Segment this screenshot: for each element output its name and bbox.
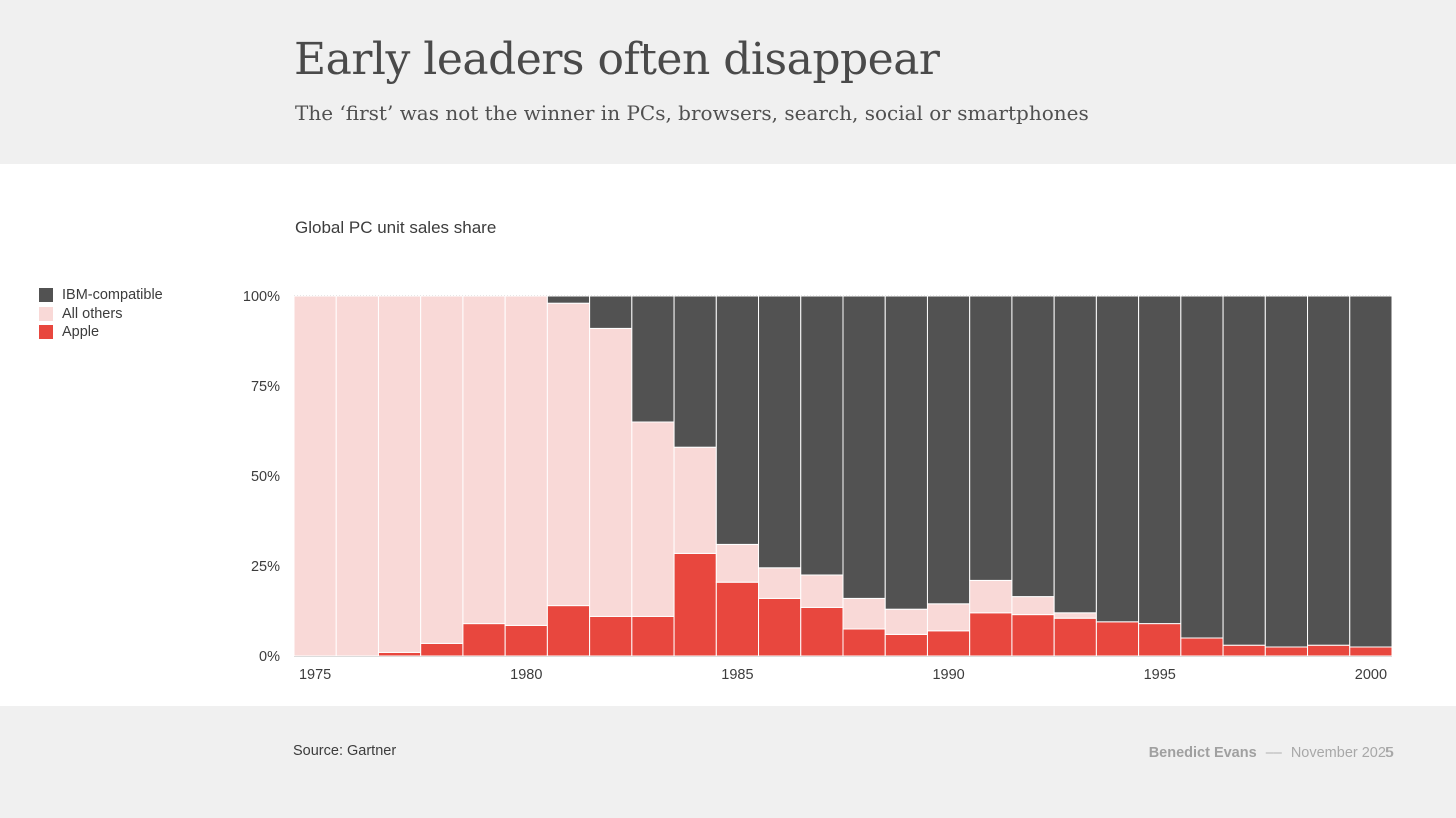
bar-all-others-1976 bbox=[335, 295, 379, 657]
bar-all-others-1982 bbox=[589, 327, 633, 617]
bar-apple-1993 bbox=[1053, 617, 1097, 657]
bar-all-others-1977 bbox=[377, 295, 422, 653]
bar-ibm-compatible-1984 bbox=[673, 295, 717, 448]
bar-all-others-1988 bbox=[842, 597, 886, 630]
bar-apple-1996 bbox=[1180, 637, 1224, 657]
y-tick-label: 50% bbox=[251, 469, 280, 485]
bar-apple-1999 bbox=[1307, 644, 1351, 657]
bar-ibm-compatible-1996 bbox=[1180, 295, 1224, 639]
x-tick-label: 1975 bbox=[299, 667, 331, 683]
bar-apple-1988 bbox=[842, 628, 886, 657]
x-tick-label: 1990 bbox=[932, 667, 964, 683]
bar-ibm-compatible-2000 bbox=[1349, 295, 1393, 648]
bar-ibm-compatible-1988 bbox=[842, 295, 886, 599]
bar-apple-1998 bbox=[1264, 646, 1309, 657]
bar-all-others-1993 bbox=[1053, 612, 1097, 619]
bar-apple-1983 bbox=[631, 615, 675, 657]
bar-ibm-compatible-1987 bbox=[800, 295, 844, 576]
page-number: 5 bbox=[1385, 745, 1394, 761]
legend-item-others: All others bbox=[39, 305, 163, 324]
y-tick-label: 0% bbox=[259, 649, 280, 665]
footer-band bbox=[0, 706, 1456, 818]
legend-label-others: All others bbox=[62, 305, 123, 322]
bar-apple-1978 bbox=[420, 642, 464, 657]
bar-ibm-compatible-1982 bbox=[589, 295, 633, 329]
bar-ibm-compatible-1997 bbox=[1222, 295, 1266, 646]
bar-apple-1980 bbox=[504, 624, 548, 657]
bar-all-others-1978 bbox=[420, 295, 464, 644]
bar-all-others-1981 bbox=[546, 302, 591, 607]
legend-item-ibm: IBM-compatible bbox=[39, 286, 163, 305]
bar-ibm-compatible-1995 bbox=[1138, 295, 1182, 625]
bar-ibm-compatible-1991 bbox=[969, 295, 1013, 581]
bar-apple-1986 bbox=[758, 597, 802, 657]
bar-ibm-compatible-1992 bbox=[1011, 295, 1055, 598]
x-tick-label: 1980 bbox=[510, 667, 542, 683]
source-note: Source: Gartner bbox=[293, 743, 397, 759]
publish-date: November 2025 bbox=[1290, 745, 1394, 761]
byline-separator: –– bbox=[1265, 745, 1282, 761]
bar-apple-1995 bbox=[1138, 623, 1182, 657]
bar-apple-1990 bbox=[926, 630, 971, 657]
byline: Benedict Evans –– November 2025 bbox=[1149, 745, 1394, 761]
bar-all-others-1989 bbox=[884, 608, 928, 635]
bar-apple-1977 bbox=[377, 651, 422, 657]
bar-ibm-compatible-1983 bbox=[631, 295, 675, 423]
bar-all-others-1986 bbox=[758, 567, 802, 599]
bar-apple-1994 bbox=[1095, 621, 1140, 657]
header-band: Early leaders often disappear The ‘first… bbox=[0, 0, 1456, 164]
x-tick-label: 1995 bbox=[1144, 667, 1176, 683]
bar-apple-1997 bbox=[1222, 644, 1266, 657]
slide-subtitle: The ‘first’ was not the winner in PCs, b… bbox=[295, 101, 1089, 125]
bar-apple-1979 bbox=[462, 623, 506, 657]
bar-apple-1985 bbox=[715, 581, 760, 657]
slide-title: Early leaders often disappear bbox=[294, 34, 940, 85]
x-tick-label: 1985 bbox=[721, 667, 753, 683]
bar-ibm-compatible-1994 bbox=[1095, 295, 1140, 623]
bar-apple-1984 bbox=[673, 552, 717, 657]
bar-ibm-compatible-1998 bbox=[1264, 295, 1309, 648]
bar-all-others-1984 bbox=[673, 446, 717, 554]
bar-apple-1992 bbox=[1011, 614, 1055, 657]
bar-apple-2000 bbox=[1349, 646, 1393, 657]
legend-swatch-apple bbox=[39, 325, 53, 340]
bar-all-others-1980 bbox=[504, 295, 548, 626]
bar-ibm-compatible-1981 bbox=[546, 295, 591, 304]
y-tick-label: 25% bbox=[251, 559, 280, 575]
chart-legend: IBM-compatible All others Apple bbox=[39, 286, 163, 342]
bar-all-others-1990 bbox=[926, 603, 971, 632]
bar-all-others-1991 bbox=[969, 579, 1013, 614]
bar-apple-1989 bbox=[884, 633, 928, 657]
bar-apple-1987 bbox=[800, 606, 844, 657]
bar-ibm-compatible-1990 bbox=[926, 295, 971, 605]
author-name: Benedict Evans bbox=[1148, 745, 1257, 761]
bar-ibm-compatible-1986 bbox=[758, 295, 802, 569]
bar-all-others-1985 bbox=[715, 543, 760, 583]
y-tick-label: 75% bbox=[251, 379, 280, 395]
bar-all-others-1979 bbox=[462, 295, 506, 625]
bar-ibm-compatible-1993 bbox=[1053, 295, 1097, 614]
bar-all-others-1975 bbox=[293, 295, 337, 657]
bar-ibm-compatible-1989 bbox=[884, 295, 928, 610]
legend-label-ibm: IBM-compatible bbox=[62, 287, 163, 304]
chart-title: Global PC unit sales share bbox=[295, 218, 497, 237]
bar-apple-1982 bbox=[589, 615, 633, 657]
y-tick-label: 100% bbox=[243, 289, 280, 305]
bar-ibm-compatible-1999 bbox=[1307, 295, 1351, 646]
bar-all-others-1987 bbox=[800, 574, 844, 608]
bar-all-others-1983 bbox=[631, 421, 675, 617]
legend-label-apple: Apple bbox=[62, 324, 100, 341]
bar-all-others-1992 bbox=[1011, 596, 1055, 616]
legend-item-apple: Apple bbox=[39, 323, 163, 342]
legend-swatch-ibm bbox=[39, 288, 53, 303]
x-tick-label: 2000 bbox=[1355, 667, 1387, 683]
legend-swatch-others bbox=[39, 306, 53, 321]
bar-ibm-compatible-1985 bbox=[715, 295, 760, 545]
bar-apple-1991 bbox=[969, 612, 1013, 657]
bar-apple-1981 bbox=[546, 605, 591, 657]
